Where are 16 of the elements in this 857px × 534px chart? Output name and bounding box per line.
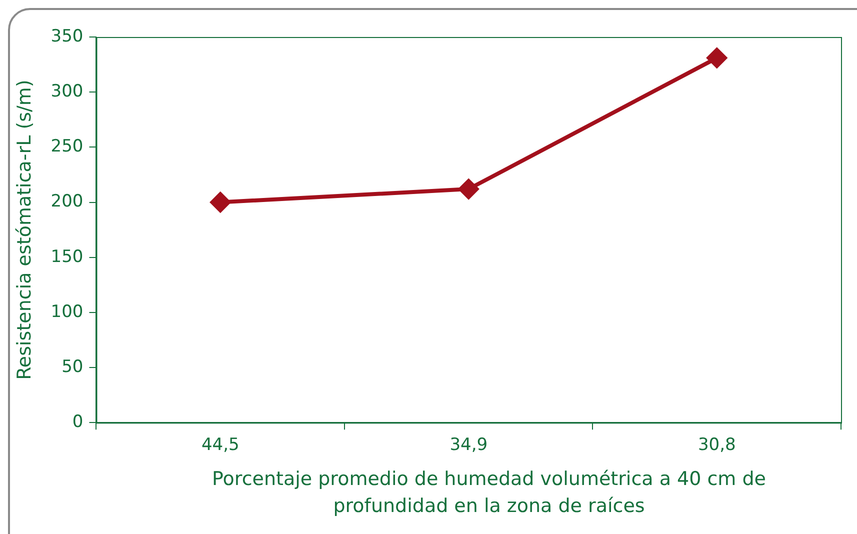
point bbox=[706, 48, 727, 68]
point bbox=[458, 179, 479, 200]
y-axis-title: Resistencia estómatica-rL (s/m) bbox=[13, 80, 36, 380]
y-tick-label: 0 bbox=[72, 412, 84, 432]
x-tick-label: 30,8 bbox=[698, 435, 736, 456]
y-tick-label: 250 bbox=[50, 136, 84, 157]
y-tick-label: 300 bbox=[50, 82, 84, 102]
x-tick-label: 34,9 bbox=[450, 435, 488, 456]
x-axis-title: Porcentaje promedio de humedad volumétrica a 40 cm de profundidad en la zona de raíces bbox=[211, 467, 767, 519]
y-tick-label: 100 bbox=[50, 302, 84, 322]
y-tick-label: 200 bbox=[50, 192, 84, 212]
y-tick-label: 50 bbox=[62, 356, 84, 377]
x-tick-label: 44,5 bbox=[201, 435, 240, 456]
y-tick-label: 350 bbox=[50, 26, 84, 46]
point bbox=[210, 192, 230, 212]
y-tick-label: 150 bbox=[50, 246, 84, 267]
